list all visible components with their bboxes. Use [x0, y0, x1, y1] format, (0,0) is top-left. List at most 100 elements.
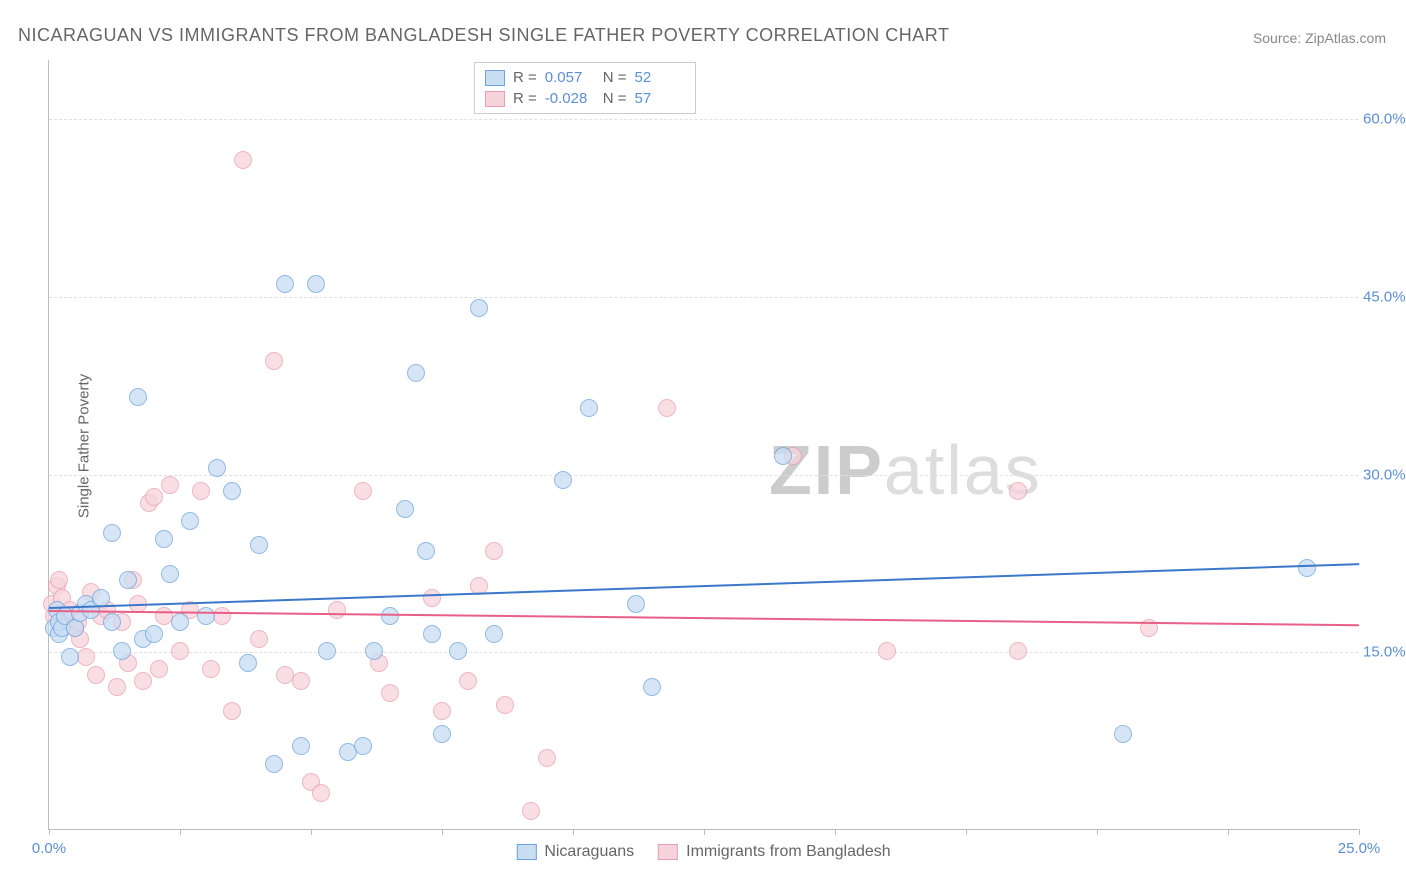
scatter-point-a: [265, 755, 283, 773]
scatter-point-b: [171, 642, 189, 660]
scatter-point-a: [407, 364, 425, 382]
gridline-horizontal: [49, 652, 1358, 653]
trend-line: [49, 610, 1359, 626]
watermark-bold: ZIP: [769, 431, 884, 509]
scatter-point-b: [87, 666, 105, 684]
scatter-point-b: [234, 151, 252, 169]
scatter-point-a: [643, 678, 661, 696]
legend-item: Nicaraguans: [516, 843, 634, 861]
x-tick-mark: [442, 829, 443, 835]
scatter-point-b: [77, 648, 95, 666]
correlation-chart: NICARAGUAN VS IMMIGRANTS FROM BANGLADESH…: [0, 0, 1406, 892]
x-tick-label: 25.0%: [1338, 840, 1381, 857]
scatter-point-b: [161, 476, 179, 494]
scatter-point-a: [276, 275, 294, 293]
scatter-point-a: [307, 275, 325, 293]
scatter-point-a: [223, 482, 241, 500]
x-tick-mark: [1359, 829, 1360, 835]
x-tick-mark: [1228, 829, 1229, 835]
y-tick-label: 60.0%: [1363, 111, 1406, 128]
r-label: R =: [513, 90, 537, 107]
scatter-point-a: [161, 565, 179, 583]
x-tick-mark: [704, 829, 705, 835]
bottom-legend: Nicaraguans Immigrants from Bangladesh: [516, 843, 890, 861]
scatter-point-b: [50, 571, 68, 589]
r-label: R =: [513, 69, 537, 86]
scatter-point-b: [192, 482, 210, 500]
y-tick-label: 15.0%: [1363, 644, 1406, 661]
chart-title: NICARAGUAN VS IMMIGRANTS FROM BANGLADESH…: [18, 25, 949, 46]
scatter-point-a: [554, 471, 572, 489]
legend-item: Immigrants from Bangladesh: [658, 843, 891, 861]
source-name: ZipAtlas.com: [1305, 30, 1386, 46]
scatter-point-a: [197, 607, 215, 625]
plot-area: ZIPatlas R =0.057N =52R =-0.028N =57 Nic…: [48, 60, 1358, 830]
scatter-point-a: [396, 500, 414, 518]
gridline-horizontal: [49, 119, 1358, 120]
scatter-point-b: [496, 696, 514, 714]
scatter-point-b: [202, 660, 220, 678]
scatter-point-a: [417, 542, 435, 560]
scatter-point-a: [365, 642, 383, 660]
scatter-point-a: [113, 642, 131, 660]
scatter-point-a: [580, 399, 598, 417]
n-value: 52: [635, 69, 685, 86]
scatter-point-a: [145, 625, 163, 643]
scatter-point-a: [354, 737, 372, 755]
legend-swatch: [658, 844, 678, 860]
gridline-horizontal: [49, 297, 1358, 298]
x-tick-mark: [311, 829, 312, 835]
stats-legend-box: R =0.057N =52R =-0.028N =57: [474, 62, 696, 114]
y-tick-label: 45.0%: [1363, 288, 1406, 305]
scatter-point-b: [150, 660, 168, 678]
scatter-point-a: [318, 642, 336, 660]
scatter-point-b: [658, 399, 676, 417]
scatter-point-a: [250, 536, 268, 554]
scatter-point-a: [103, 613, 121, 631]
scatter-point-a: [171, 613, 189, 631]
scatter-point-b: [328, 601, 346, 619]
scatter-point-b: [433, 702, 451, 720]
scatter-point-a: [423, 625, 441, 643]
x-tick-mark: [1097, 829, 1098, 835]
x-tick-mark: [573, 829, 574, 835]
scatter-point-a: [627, 595, 645, 613]
scatter-point-b: [1009, 482, 1027, 500]
scatter-point-a: [485, 625, 503, 643]
source-label: Source:: [1253, 30, 1301, 46]
scatter-point-b: [354, 482, 372, 500]
scatter-point-b: [213, 607, 231, 625]
scatter-point-a: [239, 654, 257, 672]
scatter-point-a: [433, 725, 451, 743]
n-label: N =: [603, 90, 627, 107]
scatter-point-b: [459, 672, 477, 690]
scatter-point-b: [423, 589, 441, 607]
y-tick-label: 30.0%: [1363, 466, 1406, 483]
scatter-point-b: [134, 672, 152, 690]
legend-swatch: [485, 70, 505, 86]
scatter-point-a: [1114, 725, 1132, 743]
n-value: 57: [635, 90, 685, 107]
r-value: -0.028: [545, 90, 595, 107]
scatter-point-b: [522, 802, 540, 820]
scatter-point-b: [485, 542, 503, 560]
x-tick-mark: [49, 829, 50, 835]
scatter-point-b: [381, 684, 399, 702]
scatter-point-a: [1298, 559, 1316, 577]
stats-row: R = -0.028 N = 57: [485, 88, 685, 109]
legend-label: Immigrants from Bangladesh: [686, 843, 891, 861]
x-tick-mark: [180, 829, 181, 835]
x-tick-mark: [835, 829, 836, 835]
scatter-point-a: [155, 530, 173, 548]
scatter-point-b: [878, 642, 896, 660]
scatter-point-b: [223, 702, 241, 720]
x-tick-label: 0.0%: [32, 840, 66, 857]
scatter-point-b: [1009, 642, 1027, 660]
scatter-point-a: [103, 524, 121, 542]
scatter-point-a: [470, 299, 488, 317]
x-tick-mark: [966, 829, 967, 835]
scatter-point-a: [449, 642, 467, 660]
scatter-point-b: [108, 678, 126, 696]
scatter-point-a: [129, 388, 147, 406]
watermark: ZIPatlas: [769, 430, 1042, 510]
